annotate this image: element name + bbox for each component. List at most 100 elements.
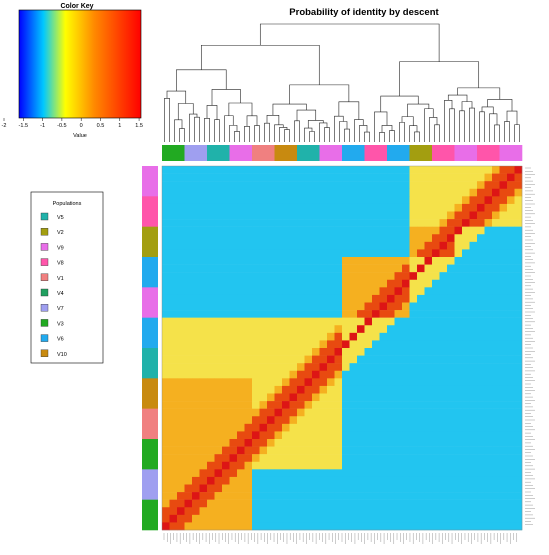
heatmap-cell xyxy=(447,188,455,197)
heatmap-cell xyxy=(379,294,388,303)
dendrogram-branch xyxy=(294,120,300,142)
heatmap-cell xyxy=(289,257,298,265)
heatmap-cell xyxy=(184,423,193,432)
heatmap-cell xyxy=(402,302,410,311)
heatmap-cell xyxy=(507,469,515,478)
heatmap-cell xyxy=(417,166,425,174)
heatmap-cell xyxy=(214,514,223,523)
heatmap-cell xyxy=(499,287,508,296)
heatmap-cell xyxy=(484,257,493,265)
dendrogram-branch xyxy=(176,69,227,92)
heatmap-cell xyxy=(372,461,380,470)
heatmap-cell xyxy=(319,461,328,470)
heatmap-cell xyxy=(177,249,185,258)
heatmap-cell xyxy=(327,302,335,311)
heatmap-cell xyxy=(334,522,343,531)
heatmap-cell xyxy=(424,302,433,311)
heatmap-cell xyxy=(507,287,515,296)
heatmap-cell xyxy=(379,446,388,455)
heatmap-cell xyxy=(184,234,193,243)
heatmap-cell xyxy=(499,514,508,523)
heatmap-cell xyxy=(499,401,508,409)
heatmap-cell xyxy=(177,385,185,394)
heatmap-cell xyxy=(447,181,455,189)
heatmap-cell xyxy=(312,393,320,402)
heatmap-cell xyxy=(477,454,485,462)
heatmap-cell xyxy=(267,461,275,470)
heatmap-cell xyxy=(424,203,433,212)
heatmap-cell xyxy=(514,325,523,334)
heatmap-cell xyxy=(357,522,365,531)
heatmap-cell xyxy=(349,476,358,485)
heatmap-cell xyxy=(169,188,178,197)
heatmap-cell xyxy=(334,226,343,235)
heatmap-cell xyxy=(312,257,320,265)
heatmap-cell xyxy=(259,476,268,485)
heatmap-cell xyxy=(184,514,193,523)
heatmap-cell xyxy=(207,264,215,273)
heatmap-cell xyxy=(222,166,230,174)
heatmap-cell xyxy=(492,166,500,174)
heatmap-cell xyxy=(379,226,388,235)
heatmap-cell xyxy=(319,439,328,447)
heatmap-cell xyxy=(274,355,283,364)
heatmap-cell xyxy=(409,310,418,318)
legend-label-v4: V4 xyxy=(57,291,64,297)
heatmap-cell xyxy=(432,332,440,341)
dendrogram-branch xyxy=(200,44,320,85)
heatmap-cell xyxy=(447,211,455,220)
heatmap-cell xyxy=(424,181,433,189)
heatmap-cell xyxy=(229,370,238,379)
heatmap-cell xyxy=(342,272,350,280)
heatmap-cell xyxy=(184,279,193,288)
heatmap-cell xyxy=(364,355,373,364)
heatmap-cell xyxy=(387,181,395,189)
heatmap-cell xyxy=(477,226,485,235)
heatmap-cell xyxy=(484,522,493,531)
heatmap-cell xyxy=(192,499,200,508)
heatmap-cell xyxy=(454,340,463,349)
heatmap-cell xyxy=(192,203,200,212)
heatmap-cell xyxy=(252,355,260,364)
dendrogram-branch xyxy=(374,111,388,142)
heatmap-cell xyxy=(192,173,200,182)
heatmap-cell xyxy=(372,287,380,296)
heatmap-cell xyxy=(289,484,298,493)
heatmap-cell xyxy=(447,484,455,493)
heatmap-cell xyxy=(492,241,500,250)
heatmap-cell xyxy=(372,408,380,417)
color-key-title: Color Key xyxy=(60,3,93,10)
heatmap-cell xyxy=(169,507,178,516)
heatmap-cell xyxy=(372,454,380,462)
heatmap-cell xyxy=(364,310,373,318)
heatmap-cell xyxy=(327,272,335,280)
heatmap-cell xyxy=(447,317,455,326)
heatmap-cells xyxy=(161,165,523,531)
heatmap-cell xyxy=(199,173,208,182)
heatmap-cell xyxy=(492,446,500,455)
heatmap-cell xyxy=(222,287,230,296)
heatmap-cell xyxy=(469,173,478,182)
heatmap-cell xyxy=(267,287,275,296)
heatmap-cell xyxy=(387,310,395,318)
heatmap-cell xyxy=(222,423,230,432)
heatmap-cell xyxy=(469,514,478,523)
heatmap-cell xyxy=(312,446,320,455)
heatmap-cell xyxy=(507,272,515,280)
heatmap-cell xyxy=(364,522,373,531)
heatmap-cell xyxy=(379,325,388,334)
heatmap-cell xyxy=(424,446,433,455)
heatmap-cell xyxy=(214,294,223,303)
heatmap-cell xyxy=(312,370,320,379)
heatmap-cell xyxy=(447,287,455,296)
heatmap-cell xyxy=(229,294,238,303)
heatmap-cell xyxy=(484,317,493,326)
heatmap-cell xyxy=(304,332,313,341)
heatmap-cell xyxy=(319,348,328,356)
heatmap-cell xyxy=(259,454,268,462)
heatmap-cell xyxy=(237,378,245,387)
dendrogram-branch xyxy=(334,115,344,142)
heatmap-cell xyxy=(229,325,238,334)
heatmap-cell xyxy=(439,234,448,243)
heatmap-cell xyxy=(192,469,200,478)
